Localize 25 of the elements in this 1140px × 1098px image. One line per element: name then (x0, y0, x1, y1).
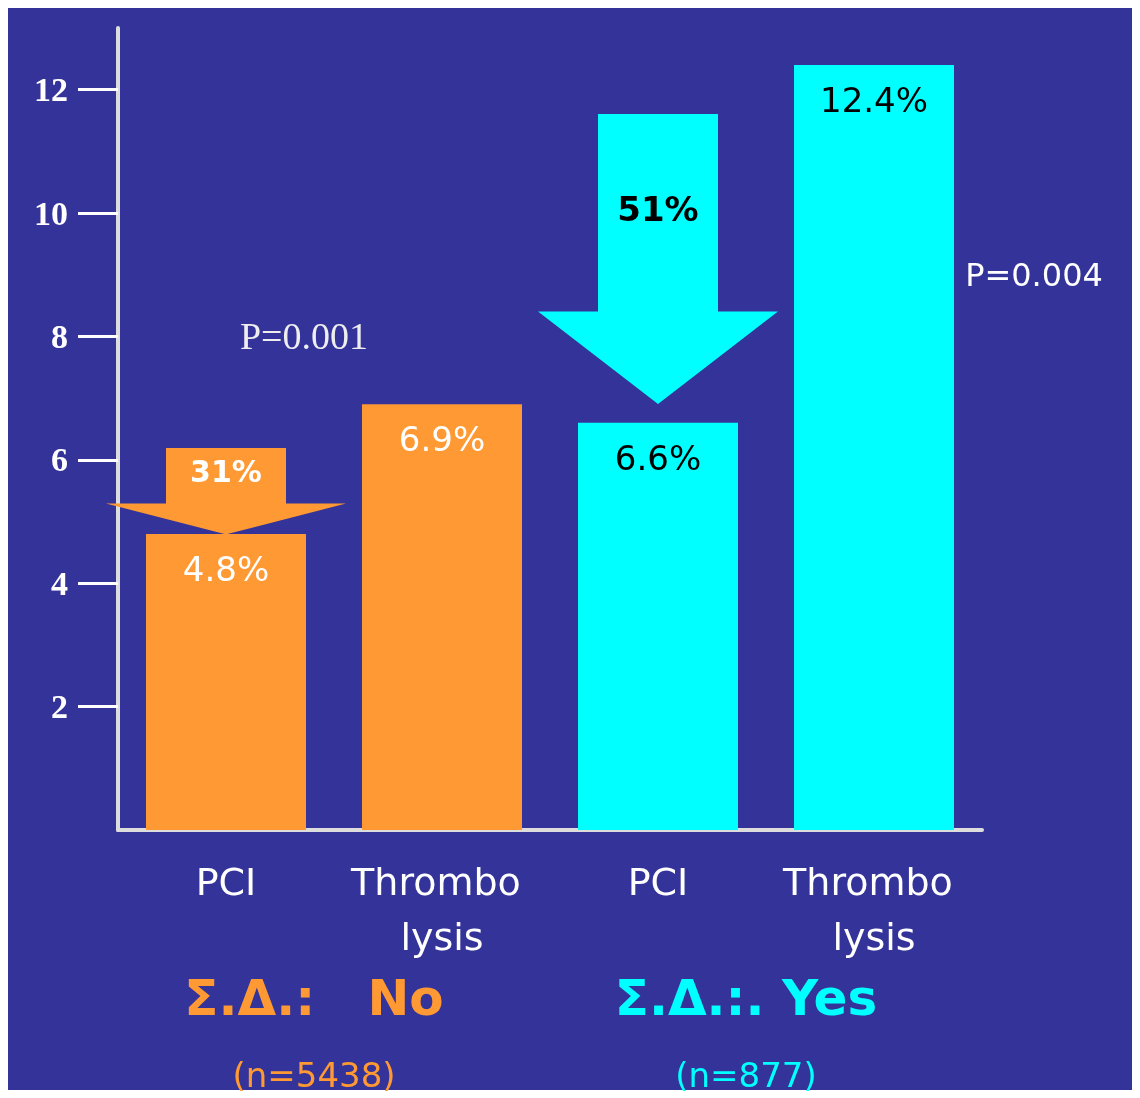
text: Σ.Δ.:. Yes (614, 969, 878, 1027)
x-tick-label: Thrombo lysis (350, 859, 533, 959)
y-tick-label: 4 (51, 564, 68, 602)
annotation: P=0.004 (965, 255, 1103, 294)
annotation: P=0.001 (239, 314, 369, 359)
bar (362, 404, 522, 830)
text: Σ.Δ.: No (184, 969, 444, 1027)
x-tick-label: PCI (195, 859, 257, 904)
y-tick-label: 12 (34, 71, 68, 109)
text: (n=5438) (232, 1055, 396, 1095)
data-label: 6.6% (614, 437, 702, 478)
data-label: 12.4% (819, 80, 929, 121)
x-tick-label: PCI (627, 859, 689, 904)
data-label: 6.9% (398, 419, 486, 460)
annotation: 31% (189, 454, 263, 490)
y-tick-label: 2 (51, 688, 68, 726)
x-tick-label: Thrombo lysis (782, 859, 965, 959)
bar (578, 422, 738, 830)
bar (794, 65, 954, 830)
annotation: 51% (616, 189, 700, 230)
text: (n=877) (675, 1055, 817, 1095)
data-label: 4.8% (182, 548, 270, 589)
y-tick-label: 6 (51, 441, 68, 479)
y-tick-label: 10 (34, 194, 68, 232)
y-tick-label: 8 (51, 317, 68, 355)
